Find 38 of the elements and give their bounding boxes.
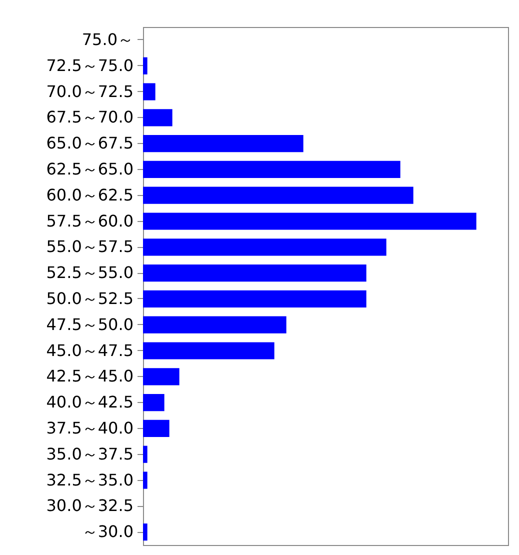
y-tick-label: 37.5～40.0 <box>46 418 134 438</box>
y-tick-label: 47.5～50.0 <box>46 314 134 334</box>
bar <box>143 394 164 412</box>
bar <box>143 212 476 230</box>
bar <box>143 238 386 256</box>
bar <box>143 316 286 334</box>
y-tick-label: 40.0～42.5 <box>46 392 134 412</box>
y-tick-label: 70.0～72.5 <box>46 82 134 101</box>
bar <box>143 290 366 308</box>
y-tick-label: 50.0～52.5 <box>46 288 134 308</box>
y-tick-label: 30.0～32.5 <box>46 496 134 516</box>
y-tick-label: 52.5～55.0 <box>46 263 134 282</box>
bar <box>143 109 172 126</box>
y-tick-label: 42.5～45.0 <box>46 366 134 386</box>
y-tick-label: 75.0～ <box>82 30 134 49</box>
bar <box>143 368 180 386</box>
bar <box>143 420 170 437</box>
bar <box>143 472 148 489</box>
bar <box>143 57 148 74</box>
bar <box>143 160 400 178</box>
bar <box>143 264 366 282</box>
y-tick-label: 65.0～67.5 <box>46 134 134 153</box>
y-tick-label: 55.0～57.5 <box>46 237 134 256</box>
y-tick-label: 60.0～62.5 <box>46 185 134 204</box>
y-tick-label: ～30.0 <box>82 522 134 542</box>
bar <box>143 83 156 100</box>
bar <box>143 186 414 204</box>
y-tick-label: 45.0～47.5 <box>46 340 134 360</box>
y-tick-label: 57.5～60.0 <box>46 211 134 230</box>
y-tick-label: 72.5～75.0 <box>46 56 134 75</box>
bar <box>143 342 274 360</box>
bar <box>143 135 304 152</box>
y-tick-label: 32.5～35.0 <box>46 470 134 490</box>
bar <box>143 446 148 463</box>
y-tick-label: 35.0～37.5 <box>46 444 134 464</box>
bar <box>143 524 148 541</box>
y-tick-label: 67.5～70.0 <box>46 108 134 127</box>
y-tick-label: 62.5～65.0 <box>46 159 134 178</box>
